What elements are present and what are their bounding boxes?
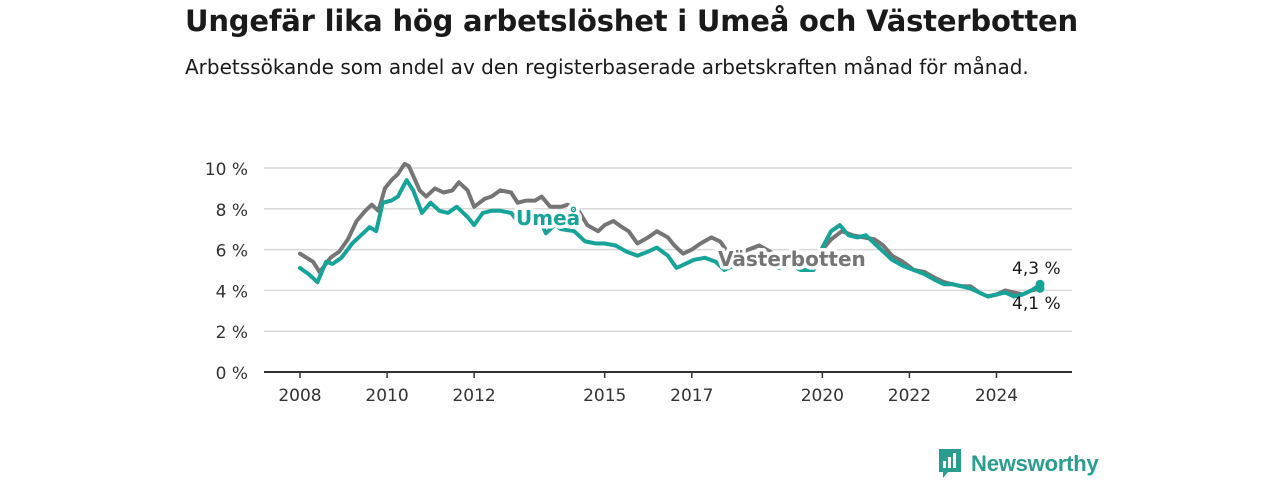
series-lines bbox=[298, 161, 1045, 299]
y-tick-label: 10 % bbox=[205, 160, 248, 180]
chart-title: Ungefär lika hög arbetslöshet i Umeå och… bbox=[185, 4, 1078, 38]
x-tick-label: 2017 bbox=[670, 386, 713, 406]
newsworthy-logo-icon bbox=[939, 449, 961, 478]
brand-name: Newsworthy bbox=[971, 451, 1099, 476]
y-tick-label: 4 % bbox=[216, 282, 248, 302]
grid-lines bbox=[264, 167, 1072, 332]
y-axis-tick-labels: 0 % 2 % 4 % 6 % 8 % 10 % bbox=[205, 160, 248, 384]
x-tick-label: 2010 bbox=[365, 386, 408, 406]
y-tick-label: 0 % bbox=[216, 364, 248, 384]
x-axis: 2008 2010 2012 2015 2017 2020 2022 2024 bbox=[264, 371, 1072, 406]
x-tick-label: 2020 bbox=[801, 386, 844, 406]
chart-subtitle: Arbetssökande som andel av den registerb… bbox=[185, 55, 1029, 79]
series-labels: 4,3 % 4,1 % Umeå Västerbotten bbox=[513, 203, 1061, 315]
x-tick-label: 2012 bbox=[452, 386, 495, 406]
x-tick-label: 2008 bbox=[278, 386, 321, 406]
y-tick-label: 6 % bbox=[216, 242, 248, 262]
newsworthy-brand: Newsworthy bbox=[937, 448, 1099, 480]
series-label-umea: Umeå bbox=[516, 206, 580, 230]
end-marker-umea bbox=[1035, 279, 1045, 289]
line-chart: 0 % 2 % 4 % 6 % 8 % 10 % 2008 2010 2012 2015 2017… bbox=[205, 160, 1072, 406]
x-tick-label: 2015 bbox=[583, 386, 626, 406]
end-value-label-umea: 4,3 % bbox=[1012, 259, 1061, 279]
x-tick-label: 2024 bbox=[975, 386, 1018, 406]
y-tick-label: 8 % bbox=[216, 201, 248, 221]
series-label-vasterbotten: Västerbotten bbox=[718, 247, 866, 271]
x-tick-label: 2022 bbox=[888, 386, 931, 406]
series-line-umea bbox=[298, 178, 1042, 299]
end-value-label-vasterbotten: 4,1 % bbox=[1012, 294, 1061, 314]
y-tick-label: 2 % bbox=[216, 323, 248, 343]
